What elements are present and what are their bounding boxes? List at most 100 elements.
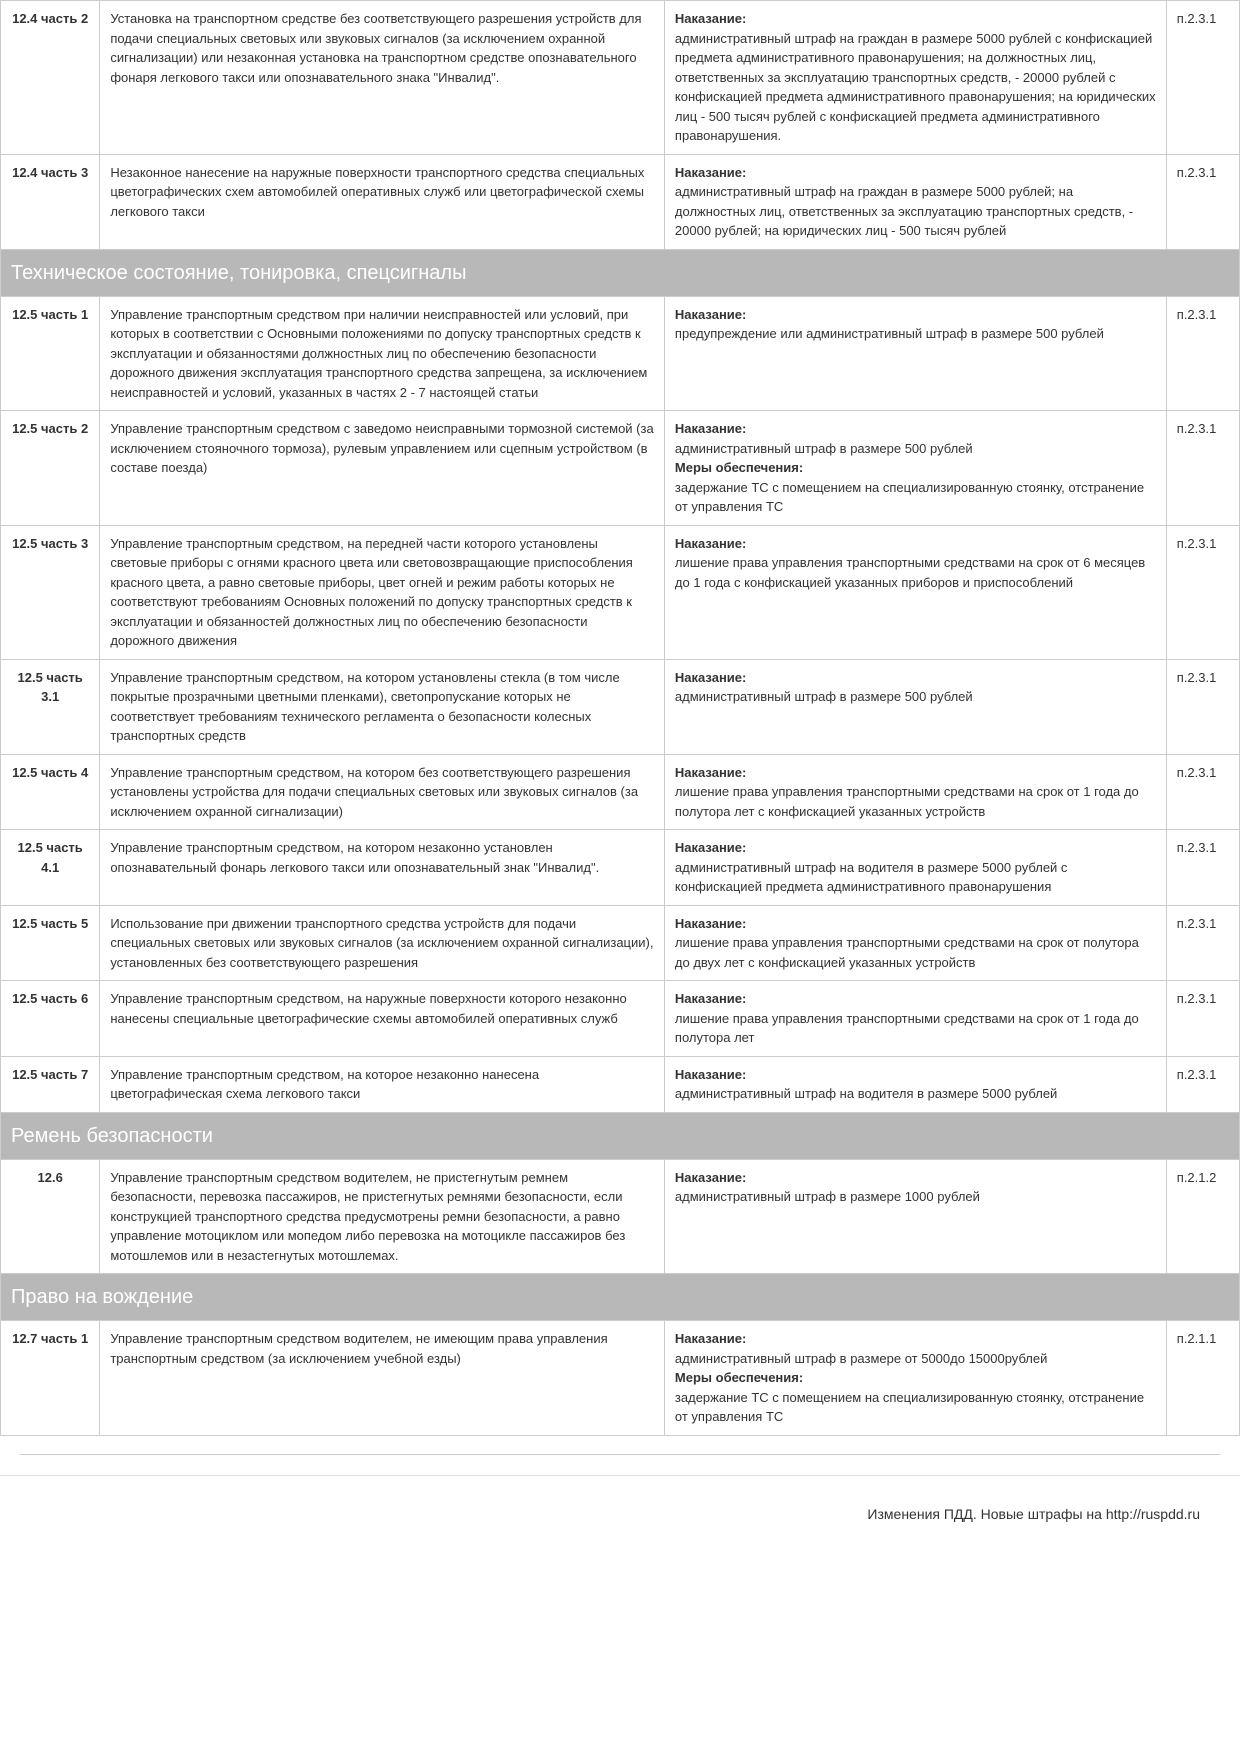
code-cell: 12.5 часть 4.1	[1, 830, 100, 906]
table-row: 12.7 часть 1Управление транспортным сред…	[1, 1321, 1240, 1436]
description-cell: Управление транспортным средством, на на…	[100, 981, 665, 1057]
penalty-cell: Наказание: лишение права управления транс…	[664, 905, 1166, 981]
description-cell: Использование при движении транспортного…	[100, 905, 665, 981]
section-header: Право на вождение	[1, 1274, 1240, 1321]
code-cell: 12.5 часть 1	[1, 296, 100, 411]
table-row: 12.5 часть 6Управление транспортным сред…	[1, 981, 1240, 1057]
table-row: 12.6Управление транспортным средством во…	[1, 1159, 1240, 1274]
code-cell: 12.4 часть 3	[1, 154, 100, 249]
penalty-text: лишение права управления транспортными с…	[675, 935, 1139, 970]
penalty-cell: Наказание: административный штраф на води…	[664, 830, 1166, 906]
code-cell: 12.5 часть 6	[1, 981, 100, 1057]
description-cell: Управление транспортным средством, на ко…	[100, 1056, 665, 1112]
penalty-text: лишение права управления транспортными с…	[675, 1011, 1139, 1046]
description-cell: Управление транспортным средством, на пе…	[100, 525, 665, 659]
section-header-row: Ремень безопасности	[1, 1112, 1240, 1159]
penalty-text: лишение права управления транспортными с…	[675, 784, 1139, 819]
code-cell: 12.5 часть 7	[1, 1056, 100, 1112]
penalty-text: административный штраф на граждан в разм…	[675, 184, 1133, 238]
penalty-cell: Наказание: административный штраф на води…	[664, 1056, 1166, 1112]
code-cell: 12.5 часть 3.1	[1, 659, 100, 754]
penalty-label: Наказание:	[675, 916, 746, 931]
description-cell: Незаконное нанесение на наружные поверхн…	[100, 154, 665, 249]
description-cell: Управление транспортным средством, на ко…	[100, 659, 665, 754]
penalty-label: Наказание:	[675, 765, 746, 780]
penalty-text: административный штраф на водителя в раз…	[675, 860, 1068, 895]
code-cell: 12.5 часть 2	[1, 411, 100, 526]
reference-cell: п.2.3.1	[1166, 830, 1239, 906]
table-row: 12.5 часть 7Управление транспортным сред…	[1, 1056, 1240, 1112]
penalty-label: Наказание:	[675, 421, 746, 436]
penalty-text: административный штраф на водителя в раз…	[675, 1086, 1057, 1101]
penalty-cell: Наказание: административный штраф на граж…	[664, 154, 1166, 249]
penalty-label: Наказание:	[675, 670, 746, 685]
reference-cell: п.2.3.1	[1166, 296, 1239, 411]
reference-cell: п.2.3.1	[1166, 411, 1239, 526]
table-row: 12.4 часть 3Незаконное нанесение на нару…	[1, 154, 1240, 249]
penalty-cell: Наказание: лишение права управления транс…	[664, 525, 1166, 659]
table-row: 12.5 часть 3Управление транспортным сред…	[1, 525, 1240, 659]
measures-label: Меры обеспечения:	[675, 1370, 803, 1385]
code-cell: 12.4 часть 2	[1, 1, 100, 155]
table-row: 12.5 часть 4Управление транспортным сред…	[1, 754, 1240, 830]
penalty-label: Наказание:	[675, 1170, 746, 1185]
description-cell: Управление транспортным средством водите…	[100, 1321, 665, 1436]
footer-text: Изменения ПДД. Новые штрафы на http://ru…	[0, 1475, 1240, 1542]
penalty-cell: Наказание: административный штраф в разме…	[664, 659, 1166, 754]
penalty-label: Наказание:	[675, 1067, 746, 1082]
reference-cell: п.2.3.1	[1166, 1, 1239, 155]
description-cell: Управление транспортным средством, на ко…	[100, 830, 665, 906]
code-cell: 12.7 часть 1	[1, 1321, 100, 1436]
table-row: 12.5 часть 5Использование при движении т…	[1, 905, 1240, 981]
penalty-label: Наказание:	[675, 307, 746, 322]
description-cell: Управление транспортным средством с заве…	[100, 411, 665, 526]
reference-cell: п.2.3.1	[1166, 981, 1239, 1057]
table-row: 12.5 часть 3.1Управление транспортным ср…	[1, 659, 1240, 754]
description-cell: Управление транспортным средством, на ко…	[100, 754, 665, 830]
description-cell: Управление транспортным средством при на…	[100, 296, 665, 411]
penalty-label: Наказание:	[675, 165, 746, 180]
penalty-text: лишение права управления транспортными с…	[675, 555, 1145, 590]
reference-cell: п.2.1.1	[1166, 1321, 1239, 1436]
footer-divider	[20, 1454, 1220, 1455]
penalty-cell: Наказание: административный штраф в разме…	[664, 411, 1166, 526]
measures-text: задержание ТС с помещением на специализи…	[675, 480, 1144, 515]
section-header: Ремень безопасности	[1, 1112, 1240, 1159]
reference-cell: п.2.3.1	[1166, 525, 1239, 659]
code-cell: 12.6	[1, 1159, 100, 1274]
penalty-cell: Наказание: административный штраф в разме…	[664, 1159, 1166, 1274]
penalty-label: Наказание:	[675, 991, 746, 1006]
penalty-text: административный штраф в размере 500 руб…	[675, 689, 973, 704]
penalty-text: административный штраф в размере 1000 ру…	[675, 1189, 980, 1204]
table-row: 12.5 часть 4.1Управление транспортным ср…	[1, 830, 1240, 906]
code-cell: 12.5 часть 4	[1, 754, 100, 830]
table-row: 12.5 часть 2Управление транспортным сред…	[1, 411, 1240, 526]
penalty-text: административный штраф на граждан в разм…	[675, 31, 1156, 144]
penalty-cell: Наказание: административный штраф на граж…	[664, 1, 1166, 155]
description-cell: Управление транспортным средством водите…	[100, 1159, 665, 1274]
penalty-cell: Наказание: лишение права управления транс…	[664, 754, 1166, 830]
penalty-text: административный штраф в размере от 5000…	[675, 1351, 1047, 1366]
penalty-label: Наказание:	[675, 11, 746, 26]
table-row: 12.5 часть 1Управление транспортным сред…	[1, 296, 1240, 411]
penalty-cell: Наказание: административный штраф в разме…	[664, 1321, 1166, 1436]
description-cell: Установка на транспортном средстве без с…	[100, 1, 665, 155]
table-row: 12.4 часть 2Установка на транспортном ср…	[1, 1, 1240, 155]
penalty-label: Наказание:	[675, 840, 746, 855]
penalty-text: административный штраф в размере 500 руб…	[675, 441, 973, 456]
penalty-cell: Наказание: лишение права управления транс…	[664, 981, 1166, 1057]
violations-table: 12.4 часть 2Установка на транспортном ср…	[0, 0, 1240, 1436]
measures-label: Меры обеспечения:	[675, 460, 803, 475]
penalty-cell: Наказание: предупреждение или администрат…	[664, 296, 1166, 411]
reference-cell: п.2.3.1	[1166, 659, 1239, 754]
reference-cell: п.2.3.1	[1166, 1056, 1239, 1112]
code-cell: 12.5 часть 3	[1, 525, 100, 659]
penalty-text: предупреждение или административный штра…	[675, 326, 1104, 341]
reference-cell: п.2.3.1	[1166, 154, 1239, 249]
penalty-label: Наказание:	[675, 1331, 746, 1346]
reference-cell: п.2.3.1	[1166, 754, 1239, 830]
penalty-label: Наказание:	[675, 536, 746, 551]
reference-cell: п.2.3.1	[1166, 905, 1239, 981]
measures-text: задержание ТС с помещением на специализи…	[675, 1390, 1144, 1425]
reference-cell: п.2.1.2	[1166, 1159, 1239, 1274]
